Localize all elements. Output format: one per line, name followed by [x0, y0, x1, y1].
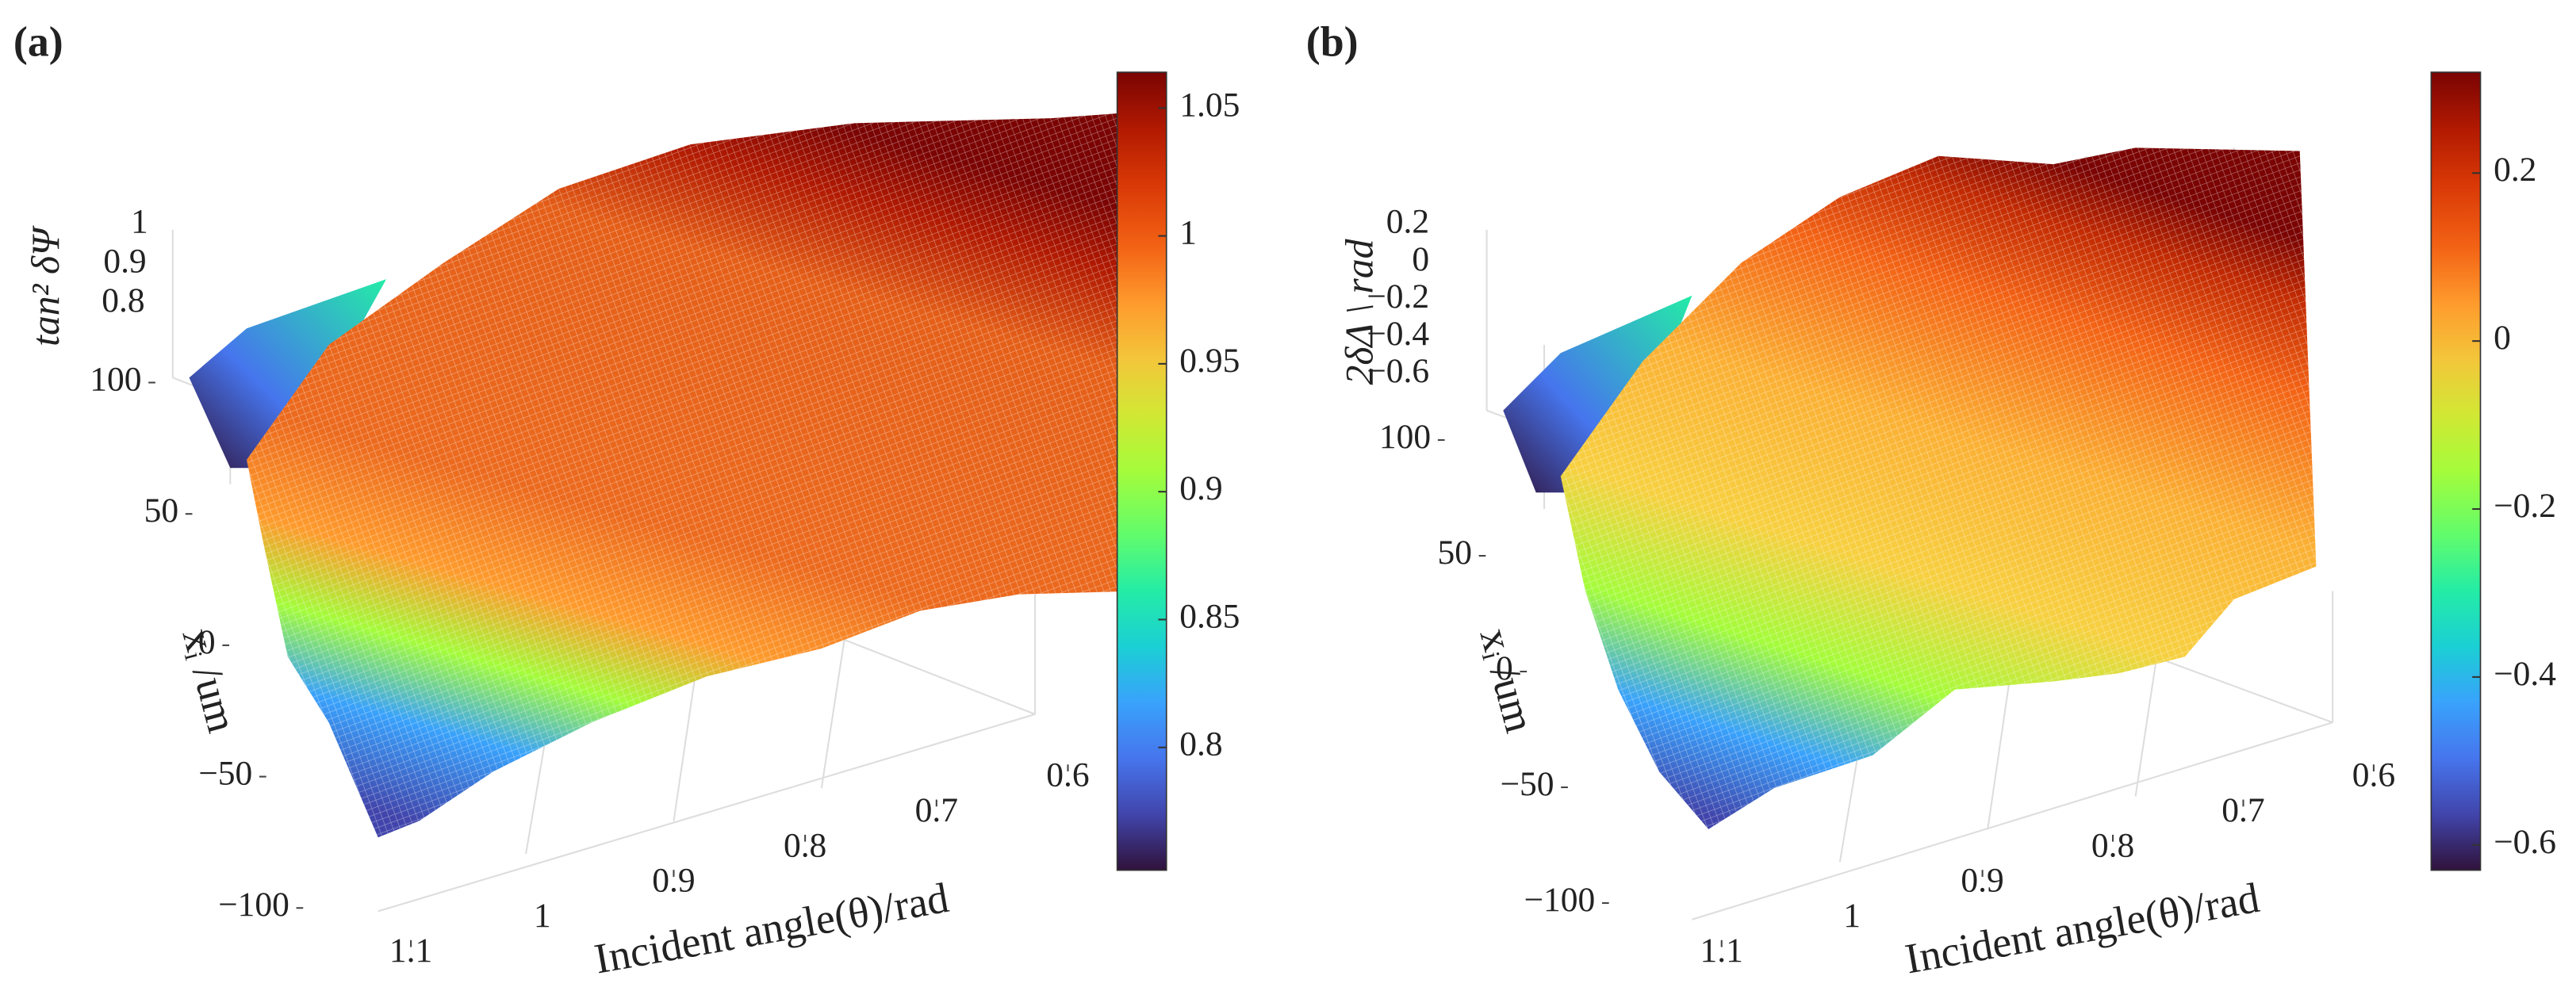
y-tick-label: −50 [1500, 765, 1554, 803]
panel-label: (a) [13, 17, 63, 65]
x-axis-label: Incident angle(θ)/rad [591, 874, 952, 983]
x-tick-label: 0.6 [2352, 756, 2395, 794]
colorbar-tick-label: −0.4 [2494, 655, 2556, 693]
panel-a-box [171, 111, 1142, 913]
x-tick-label: 0.7 [2221, 791, 2264, 829]
colorbar-tick-label: 1 [1179, 214, 1197, 252]
colorbar-tick-label: 0.8 [1179, 725, 1222, 763]
z-tick-label: 0.8 [102, 281, 144, 320]
colorbar-tick-label: 0.95 [1179, 342, 1240, 380]
z-tick-label: −0.2 [1367, 277, 1429, 316]
x-tick-label: 0.9 [652, 862, 695, 900]
x-tick-label: 0.8 [784, 826, 826, 864]
x-tick-label: 0.8 [2091, 826, 2134, 864]
z-axis-label: tan² δΨ [24, 225, 67, 346]
y-tick-label: 0 [198, 623, 216, 661]
y-tick-label: 100 [90, 361, 141, 399]
y-tick-label: 100 [1379, 418, 1431, 456]
y-tick-label: −100 [1524, 881, 1596, 919]
z-tick-label: 0.2 [1386, 203, 1429, 241]
colorbar-tick-label: −0.6 [2494, 823, 2556, 861]
colorbar-tick-label: 0.9 [1179, 469, 1222, 507]
x-tick-label: 1 [1843, 897, 1861, 935]
panel-label: (b) [1306, 17, 1359, 65]
colorbar-tick-label: 0.2 [2494, 151, 2536, 189]
z-tick-label: 0 [1412, 240, 1429, 278]
colorbar [1116, 71, 1167, 871]
z-tick-label: −0.6 [1367, 352, 1429, 390]
z-tick-label: 0.9 [103, 242, 146, 280]
x-tick-label: 0.7 [915, 791, 958, 829]
z-tick-label: −0.4 [1367, 315, 1429, 353]
x-tick-label: 1 [534, 897, 551, 935]
colorbar-tick-label: 0 [2494, 319, 2511, 357]
z-tick-label: 1 [131, 203, 148, 241]
x-tick-label: 1.1 [1700, 932, 1743, 970]
colorbar-tick-label: −0.2 [2494, 487, 2556, 525]
z-axis-label: 2δΔ \ rad [1338, 239, 1382, 385]
x-tick-label: 1.1 [389, 932, 432, 970]
y-tick-label: 50 [1437, 534, 1471, 572]
y-tick-label: −50 [198, 755, 252, 793]
panel-b-box [1485, 147, 2334, 920]
colorbar [2430, 71, 2482, 871]
x-axis-label: Incident angle(θ)/rad [1902, 874, 2263, 983]
colorbar-tick-label: 0.85 [1179, 597, 1240, 635]
colorbar-tick-label: 1.05 [1179, 86, 1240, 124]
x-tick-label: 0.9 [1961, 862, 2003, 900]
y-tick-label: 50 [144, 492, 178, 530]
y-tick-label: 0 [1496, 649, 1513, 687]
y-tick-label: −100 [218, 886, 289, 924]
x-tick-label: 0.6 [1046, 756, 1089, 794]
